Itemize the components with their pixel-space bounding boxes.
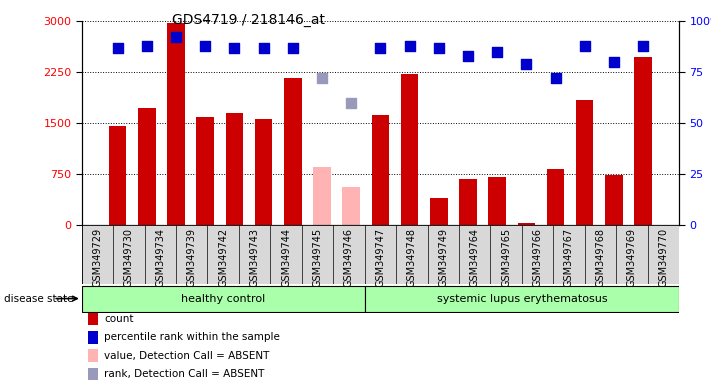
- Text: GSM349767: GSM349767: [564, 228, 574, 287]
- Point: [462, 53, 474, 59]
- Bar: [372, 116, 389, 225]
- Text: GSM349745: GSM349745: [313, 228, 323, 287]
- Point: [579, 43, 590, 49]
- Text: GSM349765: GSM349765: [501, 228, 511, 287]
- Point: [375, 45, 386, 51]
- Text: value, Detection Call = ABSENT: value, Detection Call = ABSENT: [105, 351, 270, 361]
- Text: healthy control: healthy control: [181, 293, 265, 304]
- Bar: [167, 23, 185, 225]
- Text: GSM349746: GSM349746: [344, 228, 354, 286]
- Point: [316, 75, 328, 81]
- Text: GSM349743: GSM349743: [250, 228, 260, 286]
- Point: [491, 49, 503, 55]
- Point: [550, 75, 561, 81]
- Bar: [138, 108, 156, 225]
- Bar: [284, 78, 301, 225]
- Bar: [430, 198, 447, 225]
- Point: [520, 61, 532, 67]
- Bar: [634, 57, 652, 225]
- Bar: [518, 223, 535, 225]
- Text: GSM349764: GSM349764: [470, 228, 480, 286]
- Bar: [87, 331, 99, 344]
- Text: GSM349742: GSM349742: [218, 228, 228, 287]
- Bar: [87, 312, 99, 325]
- Bar: [82, 286, 365, 311]
- Text: GSM349768: GSM349768: [595, 228, 606, 286]
- Text: rank, Detection Call = ABSENT: rank, Detection Call = ABSENT: [105, 369, 264, 379]
- Text: GSM349744: GSM349744: [281, 228, 291, 286]
- Bar: [576, 101, 594, 225]
- Point: [200, 43, 211, 49]
- Text: GSM349748: GSM349748: [407, 228, 417, 286]
- Bar: [225, 113, 243, 225]
- Text: GSM349769: GSM349769: [627, 228, 637, 286]
- Text: GDS4719 / 218146_at: GDS4719 / 218146_at: [172, 13, 326, 27]
- Bar: [82, 225, 679, 284]
- Bar: [255, 119, 272, 225]
- Bar: [314, 167, 331, 225]
- Bar: [459, 179, 476, 225]
- Text: percentile rank within the sample: percentile rank within the sample: [105, 332, 280, 342]
- Point: [287, 45, 299, 51]
- Point: [141, 43, 153, 49]
- Bar: [488, 177, 506, 225]
- Bar: [605, 175, 623, 225]
- Point: [346, 99, 357, 106]
- Text: GSM349766: GSM349766: [533, 228, 542, 286]
- Text: GSM349770: GSM349770: [658, 228, 668, 287]
- Bar: [87, 349, 99, 362]
- Point: [433, 45, 444, 51]
- Text: count: count: [105, 314, 134, 324]
- Text: disease state: disease state: [4, 293, 73, 304]
- Point: [258, 45, 269, 51]
- Point: [404, 43, 415, 49]
- Bar: [109, 126, 127, 225]
- Point: [638, 43, 649, 49]
- Bar: [401, 74, 418, 225]
- Text: systemic lupus erythematosus: systemic lupus erythematosus: [437, 293, 607, 304]
- Text: GSM349734: GSM349734: [155, 228, 166, 286]
- Point: [608, 59, 619, 65]
- Text: GSM349739: GSM349739: [187, 228, 197, 286]
- Point: [112, 45, 123, 51]
- Text: GSM349749: GSM349749: [438, 228, 448, 286]
- Bar: [87, 367, 99, 381]
- Bar: [365, 286, 679, 311]
- Text: GSM349747: GSM349747: [375, 228, 385, 287]
- Bar: [547, 169, 565, 225]
- Point: [229, 45, 240, 51]
- Bar: [196, 117, 214, 225]
- Point: [171, 34, 182, 40]
- Text: GSM349729: GSM349729: [92, 228, 102, 287]
- Bar: [343, 187, 360, 225]
- Text: GSM349730: GSM349730: [124, 228, 134, 286]
